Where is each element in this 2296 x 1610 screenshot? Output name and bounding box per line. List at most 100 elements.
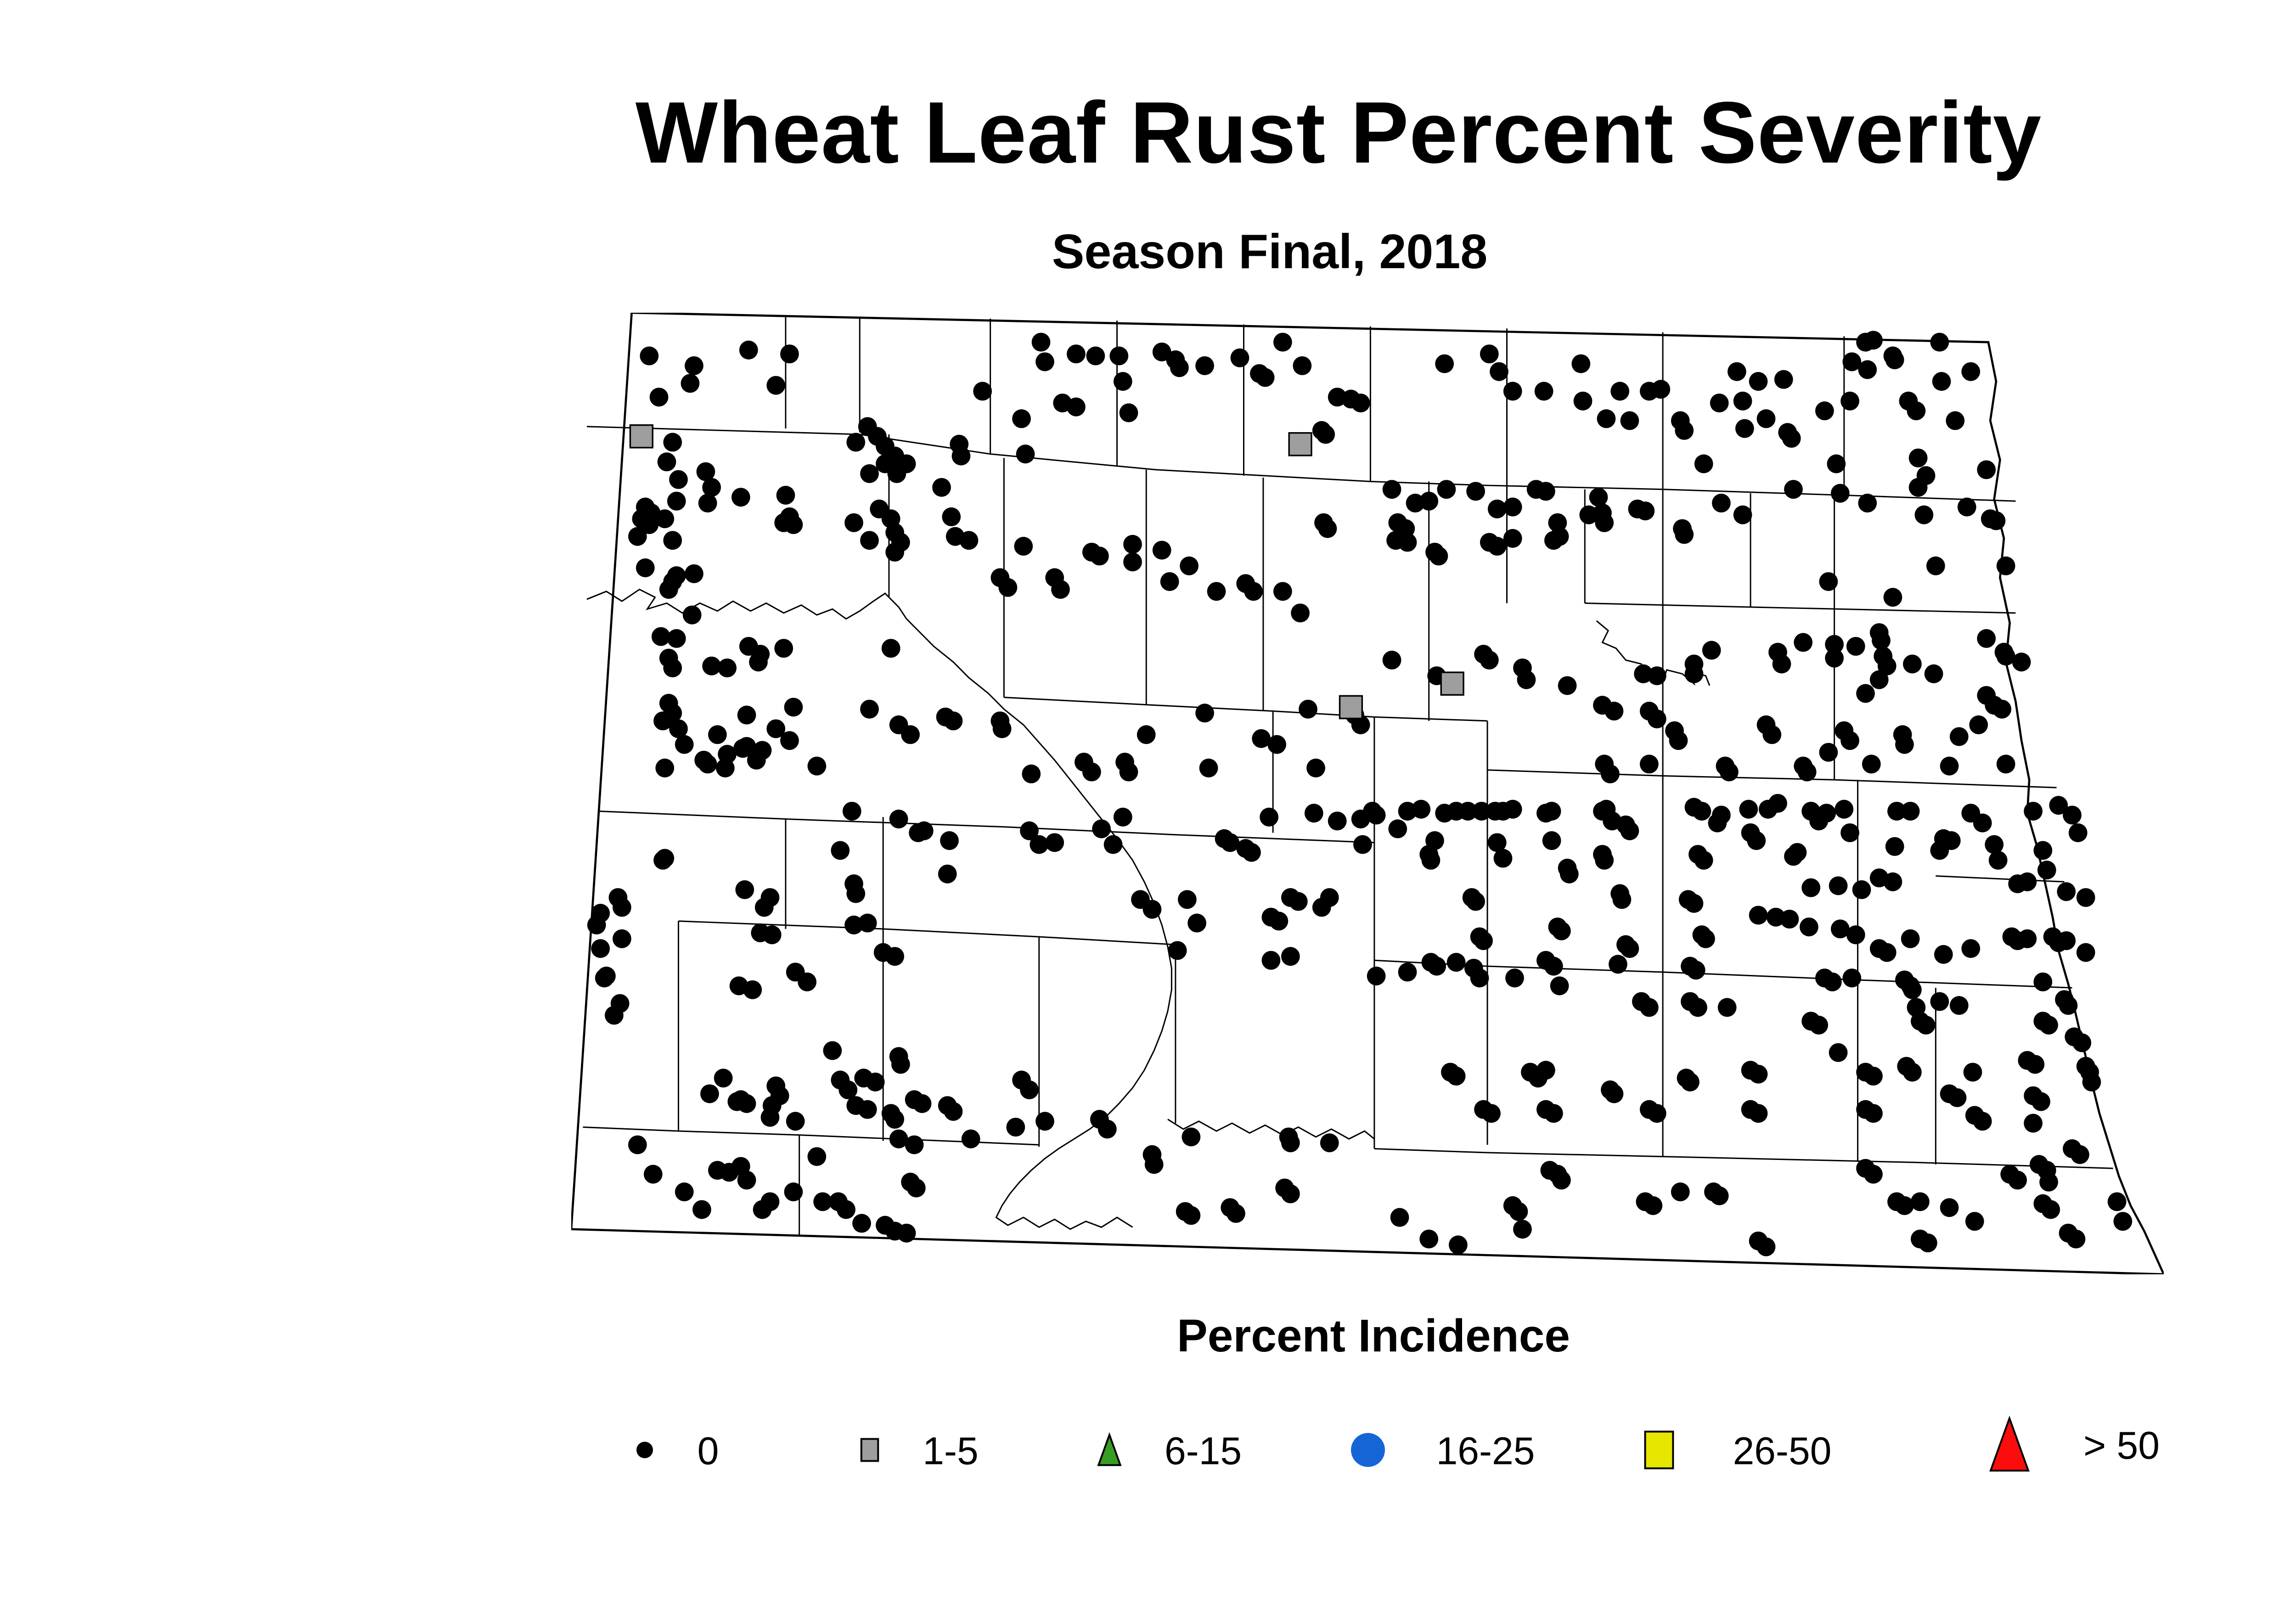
map-dot — [1299, 699, 1317, 719]
map-dot — [940, 831, 959, 850]
map-dot — [951, 446, 971, 466]
map-dot — [1536, 482, 1555, 501]
map-dot — [718, 658, 737, 678]
map-dot — [774, 639, 793, 658]
map-dot — [1517, 670, 1536, 689]
map-dot — [1651, 380, 1671, 399]
map-dot — [692, 1200, 711, 1219]
map-dot — [1842, 968, 1862, 988]
map-dot — [780, 344, 799, 364]
map-dot — [1509, 1202, 1528, 1221]
map-dot — [657, 452, 676, 472]
map-dot — [1973, 1112, 1992, 1131]
map-dot — [702, 656, 721, 676]
map-dot — [1552, 921, 1571, 940]
map-dot — [1601, 764, 1620, 783]
map-dot — [1686, 961, 1705, 980]
map-dot — [1419, 1229, 1439, 1249]
map-dot — [858, 913, 877, 933]
map-dot — [1051, 580, 1070, 599]
map-dot — [715, 758, 735, 777]
map-dot — [628, 1135, 647, 1154]
map-dot — [831, 841, 850, 860]
map-dot — [1493, 849, 1513, 868]
map-dot — [1035, 1112, 1054, 1131]
map-dot — [1858, 360, 1877, 379]
map-dot — [628, 527, 647, 546]
map-dot — [1160, 572, 1179, 591]
map-dot — [1180, 556, 1199, 575]
map-dot — [1446, 953, 1466, 972]
map-dot — [1230, 348, 1249, 367]
map-dot — [1696, 929, 1715, 948]
map-dot — [852, 1214, 871, 1233]
legend-label: 1-5 — [923, 1429, 979, 1473]
map-dot — [708, 725, 727, 744]
map-dot — [1819, 743, 1838, 762]
map-dot — [2066, 1229, 2086, 1249]
map-dot — [807, 756, 827, 776]
map-dot — [1829, 1043, 1848, 1062]
map-dot — [1996, 556, 2015, 575]
points-severity-0 — [587, 331, 2133, 1256]
map-gray-square — [1339, 695, 1363, 720]
map-dot — [932, 478, 951, 497]
map-dot — [766, 719, 786, 738]
map-dot — [1797, 762, 1817, 782]
map-dot — [1097, 1120, 1117, 1139]
map-dot — [906, 1178, 926, 1198]
map-dot — [1749, 372, 1768, 391]
map-dot — [1195, 356, 1214, 375]
map-dot — [1766, 907, 1785, 927]
map-dot — [1328, 811, 1347, 831]
map-dot — [2076, 888, 2095, 907]
map-dot — [1747, 831, 1766, 850]
legend-label: > 50 — [2083, 1424, 2160, 1467]
map-dot — [1067, 397, 1086, 417]
map-dot — [1207, 582, 1226, 601]
map-dot — [1534, 382, 1553, 401]
map-dot — [1864, 1165, 1883, 1184]
map-dot — [1675, 421, 1694, 440]
map-dot — [1829, 876, 1848, 895]
map-dot — [992, 719, 1012, 738]
map-dot — [1542, 801, 1561, 821]
map-dot — [1612, 890, 1632, 909]
map-dot — [2032, 1092, 2050, 1111]
map-dot — [1684, 664, 1704, 683]
map-gray-square — [629, 424, 653, 449]
map-dot — [1571, 354, 1591, 373]
map-dot — [659, 580, 678, 599]
map-dot — [640, 515, 659, 535]
map-dot — [1986, 511, 2006, 530]
map-dot — [1242, 843, 1261, 862]
legend-label: 0 — [697, 1429, 719, 1473]
map-dot — [643, 1165, 663, 1184]
map-dot — [1579, 505, 1598, 524]
map-dot — [1406, 494, 1425, 513]
map-dot — [1957, 497, 1976, 517]
map-dot — [1152, 342, 1171, 361]
map-dot — [675, 1182, 694, 1202]
map-dot — [1281, 1133, 1300, 1153]
map-dot — [1255, 368, 1275, 387]
map-dot — [1840, 391, 1859, 411]
map-dot — [1963, 1063, 1982, 1082]
map-dot — [2113, 1212, 2133, 1231]
map-dot — [1710, 1186, 1729, 1205]
map-dot — [1137, 725, 1156, 744]
map-dot — [1503, 382, 1522, 401]
map-dot — [1992, 699, 2012, 719]
map-dot — [1908, 448, 1928, 467]
map-dot — [1458, 801, 1477, 821]
map-dot — [1800, 918, 1818, 937]
map-dot — [1782, 428, 1801, 448]
map-dot — [1634, 664, 1653, 683]
map-dot — [1788, 843, 1807, 862]
map-dot — [1895, 1196, 1914, 1215]
map-dot — [897, 1223, 916, 1243]
map-dot — [1544, 1104, 1563, 1123]
map-dot — [881, 639, 900, 658]
map-dot — [685, 356, 703, 375]
